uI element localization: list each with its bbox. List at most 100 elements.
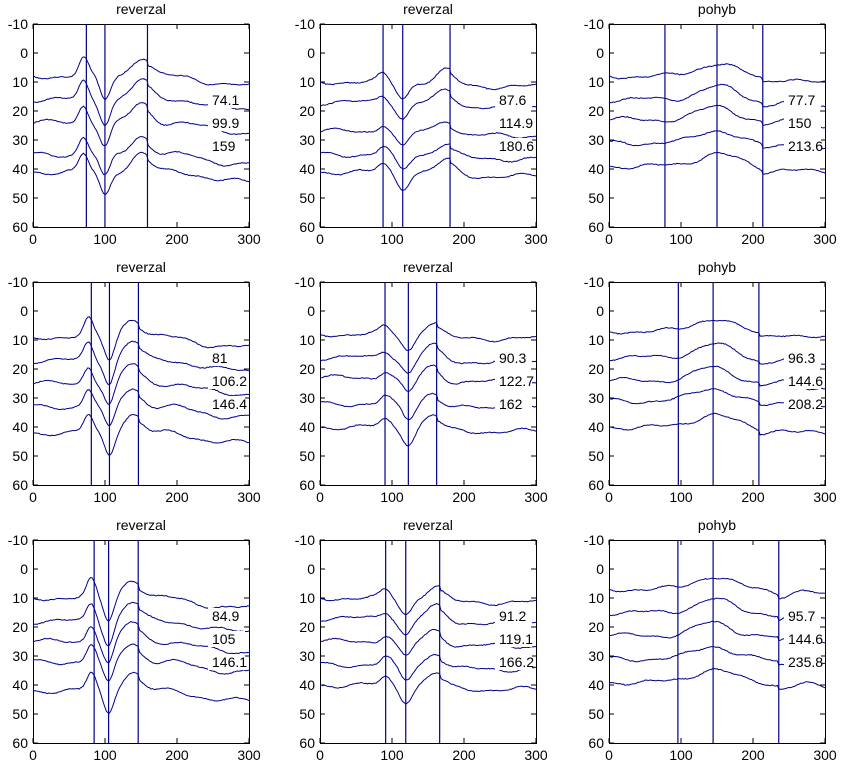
annotation-label: 90.3 — [499, 350, 526, 366]
axes-frame — [320, 24, 537, 228]
x-tick-label: 0 — [605, 489, 613, 505]
x-tick-label: 200 — [452, 489, 476, 505]
y-tick-label: 40 — [12, 161, 28, 177]
x-tick-label: 300 — [524, 231, 548, 247]
y-tick-label: 50 — [12, 448, 28, 464]
annotation-label: 91.2 — [499, 608, 526, 624]
y-tick-label: 20 — [12, 361, 28, 377]
y-tick-label: -10 — [8, 532, 28, 548]
annotation-background — [495, 654, 532, 670]
y-tick-label: 40 — [12, 419, 28, 435]
trace-line-1 — [32, 56, 250, 101]
panel-title: reverzal — [116, 259, 166, 275]
annotation-label: 99.9 — [212, 115, 239, 131]
x-tick-label: 300 — [524, 489, 548, 505]
annotation-background — [495, 396, 532, 412]
x-tick-label: 0 — [29, 231, 37, 247]
trace-line-5 — [32, 671, 250, 714]
annotation-label: 106.2 — [212, 373, 247, 389]
y-tick-label: 0 — [307, 303, 315, 319]
trace-line-1 — [319, 67, 537, 100]
y-tick-label: 40 — [588, 677, 604, 693]
annotation-label: 84.9 — [212, 608, 239, 624]
x-tick-label: 300 — [237, 231, 261, 247]
y-tick-label: 0 — [596, 303, 604, 319]
annotation-background — [208, 92, 245, 108]
x-tick-label: 200 — [165, 489, 189, 505]
y-tick-label: 50 — [12, 190, 28, 206]
y-tick-label: 0 — [307, 45, 315, 61]
trace-line-3 — [32, 621, 250, 664]
x-tick-label: 100 — [93, 489, 117, 505]
panel-title: reverzal — [403, 517, 453, 533]
annotation-label: 150 — [788, 115, 812, 131]
y-tick-label: 60 — [299, 219, 315, 235]
annotation-label: 119.1 — [499, 631, 533, 647]
y-tick-label: 40 — [588, 419, 604, 435]
y-tick-label: -10 — [8, 274, 28, 290]
x-tick-label: 100 — [380, 747, 404, 763]
trace-line-4 — [319, 143, 537, 170]
x-tick-label: 0 — [605, 231, 613, 247]
y-tick-label: 20 — [12, 619, 28, 635]
annotation-label: 81 — [212, 350, 228, 366]
y-tick-label: 30 — [588, 390, 604, 406]
y-tick-label: 30 — [299, 132, 315, 148]
y-tick-label: 60 — [299, 735, 315, 751]
annotation-background — [784, 396, 821, 412]
y-tick-label: 10 — [12, 332, 28, 348]
y-tick-label: 30 — [588, 648, 604, 664]
y-tick-label: 20 — [299, 103, 315, 119]
annotation-label: 146.1 — [212, 654, 247, 670]
annotation-background — [208, 115, 245, 131]
trace-line-5 — [319, 157, 537, 191]
annotation-background — [784, 138, 821, 154]
y-tick-label: 10 — [588, 332, 604, 348]
y-tick-label: 20 — [12, 103, 28, 119]
annotation-label: 105 — [212, 631, 236, 647]
x-tick-label: 100 — [93, 747, 117, 763]
annotation-background — [784, 654, 821, 670]
x-tick-label: 0 — [605, 747, 613, 763]
axes-frame — [33, 24, 250, 228]
x-tick-label: 200 — [741, 489, 765, 505]
x-tick-label: 0 — [29, 747, 37, 763]
annotation-label: 144.6 — [788, 631, 823, 647]
annotation-label: 144.6 — [788, 373, 823, 389]
panel-title: pohyb — [698, 1, 736, 17]
annotation-background — [495, 373, 532, 389]
y-tick-label: 60 — [12, 735, 28, 751]
trace-line-3 — [32, 363, 250, 406]
annotation-label: 166.2 — [499, 654, 534, 670]
y-tick-label: -10 — [584, 16, 604, 32]
y-tick-label: 30 — [12, 132, 28, 148]
panel-title: reverzal — [403, 1, 453, 17]
x-tick-label: 200 — [741, 231, 765, 247]
chart-panel-8: reverzal 0 100 200 300 -10 0 10 20 30 40 50 60 91.2 11… — [295, 517, 548, 763]
y-tick-label: 0 — [307, 561, 315, 577]
y-tick-label: 60 — [588, 219, 604, 235]
annotation-label: 162 — [499, 396, 523, 412]
y-tick-label: 10 — [299, 74, 315, 90]
annotation-background — [495, 350, 532, 366]
y-tick-label: 20 — [588, 619, 604, 635]
y-tick-label: 10 — [12, 74, 28, 90]
y-tick-label: 50 — [588, 190, 604, 206]
annotation-label: 208.2 — [788, 396, 823, 412]
annotation-label: 159 — [212, 138, 236, 154]
panel-title: pohyb — [698, 517, 736, 533]
annotation-label: 77.7 — [788, 92, 815, 108]
trace-line-4 — [32, 136, 250, 176]
y-tick-label: -10 — [295, 532, 315, 548]
trace-line-1 — [319, 322, 537, 351]
annotation-label: 180.6 — [499, 138, 534, 154]
x-tick-label: 100 — [669, 489, 693, 505]
y-tick-label: 40 — [12, 677, 28, 693]
annotation-background — [208, 138, 245, 154]
panel-title: reverzal — [116, 517, 166, 533]
annotation-background — [784, 373, 821, 389]
trace-line-5 — [320, 414, 537, 447]
x-tick-label: 100 — [669, 747, 693, 763]
x-tick-label: 0 — [29, 489, 37, 505]
annotation-background — [784, 608, 821, 624]
